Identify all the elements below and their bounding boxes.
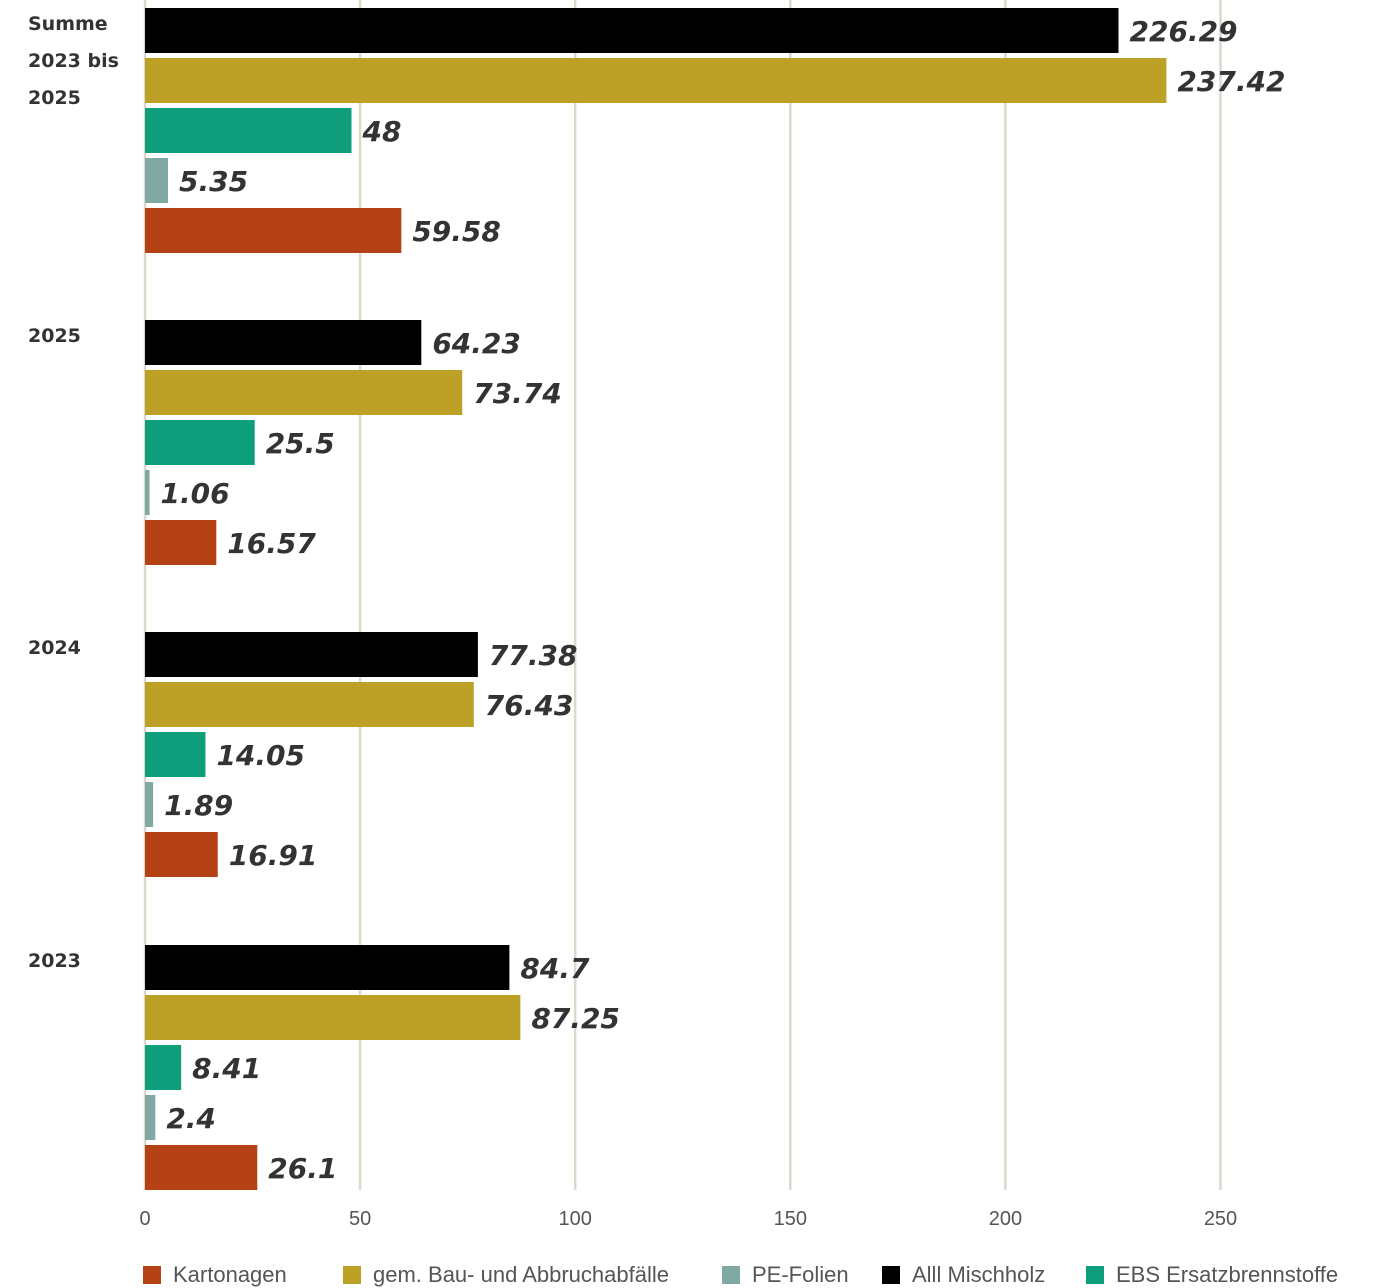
category-label: 2025 [28, 325, 81, 347]
bar [145, 832, 218, 877]
data-label: 1.89 [164, 789, 233, 822]
legend-item: Kartonagen [143, 1262, 287, 1288]
x-tick-label: 50 [349, 1208, 371, 1230]
x-tick-label: 0 [139, 1208, 150, 1230]
x-tick-label: 100 [559, 1208, 592, 1230]
legend-swatch [343, 1266, 361, 1284]
category-label: 2024 [28, 637, 81, 659]
legend-swatch [882, 1266, 900, 1284]
bar [145, 108, 352, 153]
data-label: 87.25 [531, 1002, 620, 1035]
data-label: 8.41 [192, 1052, 261, 1085]
x-tick-label: 150 [774, 1208, 807, 1230]
legend-label: EBS Ersatzbrennstoffe [1116, 1262, 1339, 1287]
category-label: 2023 bis [28, 50, 119, 72]
data-label: 2.4 [166, 1102, 216, 1135]
bar [145, 995, 521, 1040]
data-label: 84.7 [520, 952, 590, 985]
data-label: 73.74 [473, 377, 562, 410]
bar [145, 782, 154, 827]
legend-label: Alll Mischholz [912, 1262, 1046, 1287]
legend: Kartonagen gem. Bau- und Abbruchabfälle PE… [0, 1258, 1396, 1288]
bar [145, 420, 255, 465]
bar [145, 320, 422, 365]
legend-item: Alll Mischholz [882, 1262, 1045, 1288]
bar [145, 1045, 182, 1090]
x-tick-label: 250 [1204, 1208, 1237, 1230]
bar-chart: 0 50 100 150 200 250 Summe 2023 bis 2025 2025 2024… [28, 0, 1285, 1230]
bar [145, 1145, 258, 1190]
category-label: 2023 [28, 950, 81, 972]
data-label: 25.5 [266, 427, 335, 460]
legend-swatch [1086, 1266, 1104, 1284]
bar [145, 632, 478, 677]
bar [145, 945, 510, 990]
legend-item: gem. Bau- und Abbruchabfälle [343, 1262, 669, 1288]
data-label: 77.38 [489, 639, 578, 672]
data-label: 76.43 [485, 689, 574, 722]
bar [145, 520, 217, 565]
bar [145, 732, 206, 777]
data-label: 237.42 [1177, 65, 1285, 98]
bar [145, 470, 150, 515]
legend-label: gem. Bau- und Abbruchabfälle [373, 1262, 669, 1287]
bar [145, 158, 169, 203]
bar [145, 8, 1119, 53]
data-label: 59.58 [412, 215, 501, 248]
legend-label: Kartonagen [173, 1262, 287, 1287]
data-label: 16.57 [227, 527, 316, 560]
bar [145, 682, 474, 727]
legend-item: PE-Folien [722, 1262, 849, 1288]
data-label: 5.35 [179, 165, 248, 198]
data-label: 26.1 [268, 1152, 337, 1185]
bar [145, 370, 463, 415]
bar [145, 58, 1167, 103]
legend-swatch [143, 1266, 161, 1284]
data-label: 1.06 [161, 477, 230, 510]
data-label: 64.23 [432, 327, 521, 360]
data-label: 48 [361, 115, 401, 148]
x-tick-label: 200 [989, 1208, 1022, 1230]
category-label: Summe [28, 13, 108, 35]
legend-swatch [722, 1266, 740, 1284]
bar [145, 208, 402, 253]
category-label: 2025 [28, 87, 81, 109]
legend-item: EBS Ersatzbrennstoffe [1086, 1262, 1338, 1288]
data-label: 14.05 [216, 739, 305, 772]
data-label: 16.91 [229, 839, 318, 872]
bar [145, 1095, 156, 1140]
legend-label: PE-Folien [752, 1262, 849, 1287]
data-label: 226.29 [1129, 15, 1237, 48]
